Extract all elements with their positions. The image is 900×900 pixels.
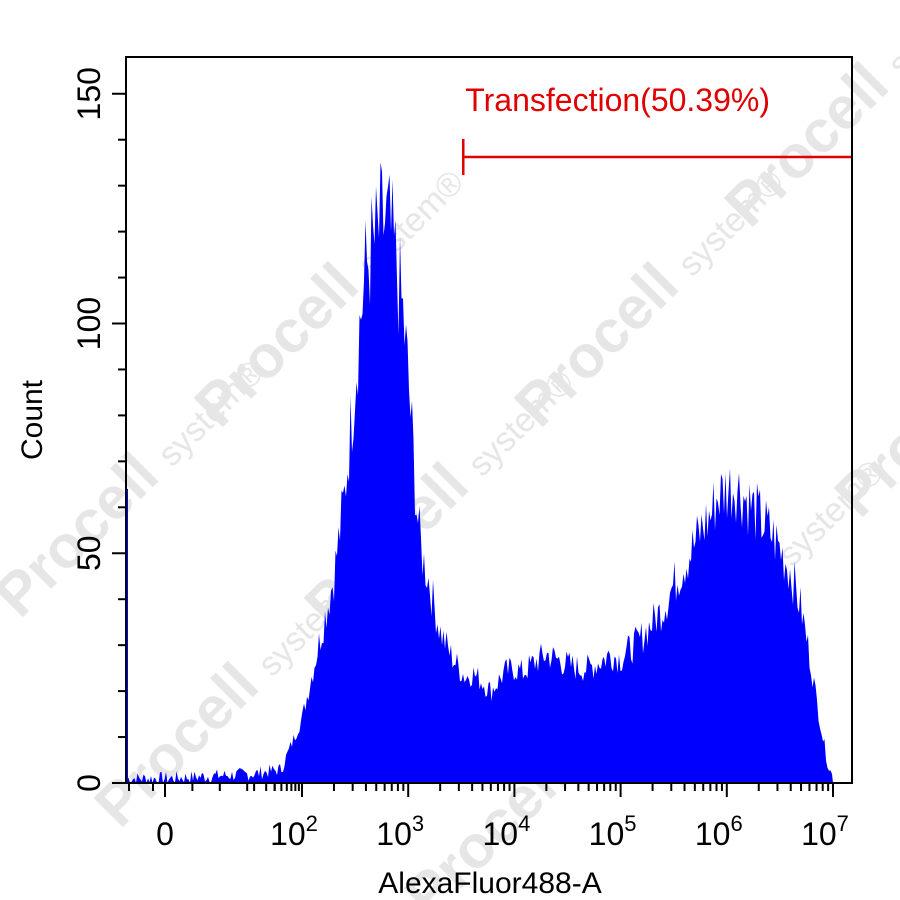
x-tick-label: 104 [482,811,530,852]
x-tick-label: 103 [376,811,424,852]
x-axis-title: AlexaFluor488-A [378,867,601,900]
y-tick-label: 150 [71,67,107,120]
x-axis: 0 102 103 104 105 106 107 [128,783,849,852]
y-tick-label: 50 [71,535,107,571]
svg-text:Procell: Procell [502,250,691,439]
x-tick-label: 0 [156,816,174,852]
y-axis-title: Count [16,379,49,460]
x-tick-label: 106 [695,811,743,852]
y-tick-label: 0 [71,774,107,792]
svg-text:Procell: Procell [82,650,271,839]
y-tick-label: 100 [71,297,107,350]
x-tick-label: 105 [589,811,637,852]
svg-text:system®: system® [351,163,472,284]
gate-label: Transfection(50.39%) [465,82,770,118]
histogram-fill [126,162,833,783]
svg-text:system®: system® [881,0,900,84]
svg-text:Procell: Procell [0,440,171,629]
gate: Transfection(50.39%) [462,82,852,175]
x-tick-label: 102 [270,811,318,852]
svg-text:Procell: Procell [712,50,900,239]
y-axis: 0 50 100 150 [71,67,126,792]
plot-frame [125,56,853,784]
x-tick-label: 107 [801,811,849,852]
